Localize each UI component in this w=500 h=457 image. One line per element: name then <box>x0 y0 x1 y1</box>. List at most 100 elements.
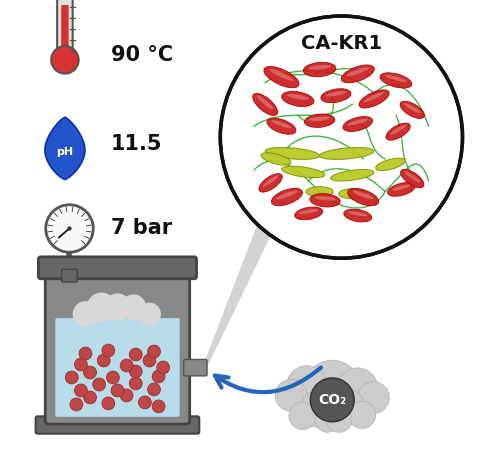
Circle shape <box>93 378 106 391</box>
Ellipse shape <box>257 96 274 110</box>
Ellipse shape <box>390 125 406 135</box>
Ellipse shape <box>282 91 314 106</box>
Circle shape <box>87 292 116 322</box>
Circle shape <box>72 301 99 327</box>
Circle shape <box>326 407 352 432</box>
FancyBboxPatch shape <box>57 0 72 62</box>
Circle shape <box>130 377 142 390</box>
Circle shape <box>84 366 96 379</box>
Circle shape <box>120 294 146 320</box>
Text: 7 bar: 7 bar <box>110 218 172 239</box>
Ellipse shape <box>346 67 369 76</box>
Ellipse shape <box>348 188 379 206</box>
Polygon shape <box>204 101 305 373</box>
Circle shape <box>99 296 122 319</box>
Circle shape <box>152 370 165 383</box>
Circle shape <box>289 402 316 430</box>
Circle shape <box>74 358 88 371</box>
Ellipse shape <box>392 185 411 191</box>
Ellipse shape <box>264 67 299 88</box>
Circle shape <box>220 16 462 258</box>
Ellipse shape <box>314 196 336 201</box>
Circle shape <box>111 384 124 397</box>
Circle shape <box>138 303 161 325</box>
Ellipse shape <box>304 62 336 77</box>
Ellipse shape <box>380 73 412 88</box>
Text: 11.5: 11.5 <box>110 134 162 154</box>
Ellipse shape <box>364 92 384 102</box>
Circle shape <box>304 360 360 417</box>
FancyBboxPatch shape <box>56 318 180 417</box>
Ellipse shape <box>294 207 322 220</box>
Circle shape <box>130 365 142 378</box>
Circle shape <box>138 396 151 409</box>
FancyBboxPatch shape <box>62 269 78 282</box>
Circle shape <box>102 344 115 357</box>
Circle shape <box>82 304 102 324</box>
Ellipse shape <box>404 103 420 113</box>
Circle shape <box>119 297 139 317</box>
Circle shape <box>84 391 96 404</box>
Ellipse shape <box>385 75 407 82</box>
Ellipse shape <box>344 209 372 222</box>
Circle shape <box>46 205 93 252</box>
Ellipse shape <box>282 166 325 178</box>
Circle shape <box>300 391 337 427</box>
Ellipse shape <box>299 209 318 214</box>
Ellipse shape <box>348 211 368 216</box>
Ellipse shape <box>376 158 405 170</box>
Ellipse shape <box>320 148 374 159</box>
Ellipse shape <box>400 101 424 118</box>
Circle shape <box>130 348 142 361</box>
Ellipse shape <box>276 191 297 199</box>
Ellipse shape <box>265 148 320 159</box>
Ellipse shape <box>309 117 330 121</box>
Ellipse shape <box>359 90 389 108</box>
Circle shape <box>102 397 115 410</box>
Circle shape <box>286 366 328 407</box>
Circle shape <box>120 359 133 372</box>
Ellipse shape <box>270 69 293 81</box>
Ellipse shape <box>272 120 291 128</box>
Circle shape <box>157 361 170 374</box>
Circle shape <box>148 383 160 396</box>
Text: pH: pH <box>56 147 74 157</box>
Circle shape <box>138 305 156 323</box>
Ellipse shape <box>341 65 374 83</box>
Circle shape <box>152 400 165 413</box>
Ellipse shape <box>259 174 282 192</box>
Circle shape <box>328 388 364 425</box>
Ellipse shape <box>352 191 374 199</box>
FancyBboxPatch shape <box>38 257 196 279</box>
Circle shape <box>143 354 156 367</box>
Ellipse shape <box>308 65 331 70</box>
Ellipse shape <box>404 171 420 182</box>
Circle shape <box>348 401 376 429</box>
Circle shape <box>148 345 160 358</box>
Ellipse shape <box>310 194 340 207</box>
Circle shape <box>98 354 110 367</box>
Text: 90 °C: 90 °C <box>110 45 172 65</box>
Polygon shape <box>45 117 85 180</box>
Circle shape <box>51 46 78 74</box>
Circle shape <box>104 293 131 321</box>
Ellipse shape <box>348 119 368 125</box>
Ellipse shape <box>261 153 291 165</box>
Ellipse shape <box>286 94 309 100</box>
Ellipse shape <box>386 123 410 140</box>
Circle shape <box>68 226 71 231</box>
Text: CA-KR1: CA-KR1 <box>301 34 382 53</box>
Ellipse shape <box>306 187 333 197</box>
Ellipse shape <box>330 170 374 181</box>
Ellipse shape <box>321 89 351 103</box>
Text: CO₂: CO₂ <box>318 393 346 407</box>
Circle shape <box>358 382 390 414</box>
Circle shape <box>74 384 88 397</box>
FancyBboxPatch shape <box>61 5 68 58</box>
Circle shape <box>120 389 133 402</box>
Circle shape <box>70 398 82 411</box>
Ellipse shape <box>262 175 278 187</box>
Circle shape <box>337 368 378 409</box>
Ellipse shape <box>252 93 278 116</box>
FancyBboxPatch shape <box>184 359 207 376</box>
